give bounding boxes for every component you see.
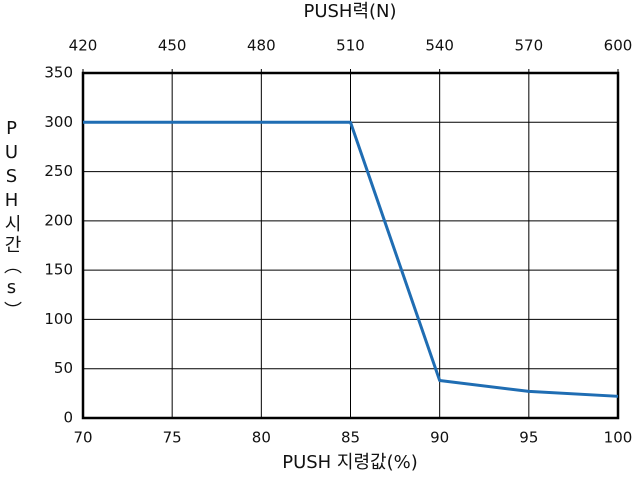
x-axis-title: PUSH 지령값(%) bbox=[282, 452, 418, 473]
data-line bbox=[83, 120, 619, 398]
y-axis-title: PUSH시간（s） bbox=[1, 118, 22, 322]
y-tick-label: 350 bbox=[44, 64, 73, 82]
top-axis-title: PUSH력(N) bbox=[303, 1, 396, 22]
y-tick-label: 250 bbox=[44, 162, 73, 180]
x-tick-label: 70 bbox=[73, 429, 92, 447]
top-tick-label: 510 bbox=[336, 37, 365, 55]
top-tick-label: 480 bbox=[247, 37, 276, 55]
top-tick-label: 450 bbox=[158, 37, 187, 55]
x-tick-label: 75 bbox=[163, 429, 182, 447]
y-tick-label: 50 bbox=[54, 359, 73, 377]
x-tick-label: 80 bbox=[252, 429, 271, 447]
x-tick-label: 90 bbox=[430, 429, 449, 447]
y-tick-label: 150 bbox=[44, 261, 73, 279]
y-tick-label: 200 bbox=[44, 211, 73, 229]
x-tick-label: 95 bbox=[519, 429, 538, 447]
x-tick-label: 100 bbox=[604, 429, 633, 447]
plot-frame bbox=[81, 71, 620, 420]
x-tick-label: 85 bbox=[341, 429, 360, 447]
y-tick-label: 300 bbox=[44, 113, 73, 131]
y-tick-label: 100 bbox=[44, 310, 73, 328]
y-tick-label: 0 bbox=[63, 409, 73, 427]
top-tick-label: 540 bbox=[425, 37, 454, 55]
top-tick-label: 570 bbox=[515, 37, 544, 55]
top-tick-label: 600 bbox=[604, 37, 633, 55]
top-tick-label: 420 bbox=[69, 37, 98, 55]
